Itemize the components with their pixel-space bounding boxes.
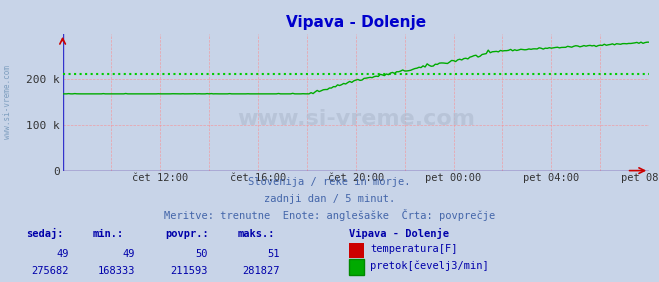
Text: pretok[čevelj3/min]: pretok[čevelj3/min] <box>370 261 489 271</box>
Text: min.:: min.: <box>92 229 123 239</box>
Text: 49: 49 <box>57 249 69 259</box>
Text: www.si-vreme.com: www.si-vreme.com <box>237 109 475 129</box>
Text: 51: 51 <box>268 249 280 259</box>
Text: www.si-vreme.com: www.si-vreme.com <box>3 65 13 139</box>
Title: Vipava - Dolenje: Vipava - Dolenje <box>286 15 426 30</box>
Text: 49: 49 <box>123 249 135 259</box>
Text: povpr.:: povpr.: <box>165 229 208 239</box>
Text: Vipava - Dolenje: Vipava - Dolenje <box>349 228 449 239</box>
Text: 168333: 168333 <box>98 266 135 276</box>
Text: 275682: 275682 <box>32 266 69 276</box>
Text: temperatura[F]: temperatura[F] <box>370 244 458 254</box>
Text: 281827: 281827 <box>243 266 280 276</box>
Text: Meritve: trenutne  Enote: anglešaške  Črta: povprečje: Meritve: trenutne Enote: anglešaške Črta… <box>164 209 495 221</box>
Text: maks.:: maks.: <box>237 229 275 239</box>
Text: Slovenija / reke in morje.: Slovenija / reke in morje. <box>248 177 411 187</box>
Text: zadnji dan / 5 minut.: zadnji dan / 5 minut. <box>264 194 395 204</box>
Text: sedaj:: sedaj: <box>26 228 64 239</box>
Text: 211593: 211593 <box>170 266 208 276</box>
Text: 50: 50 <box>195 249 208 259</box>
